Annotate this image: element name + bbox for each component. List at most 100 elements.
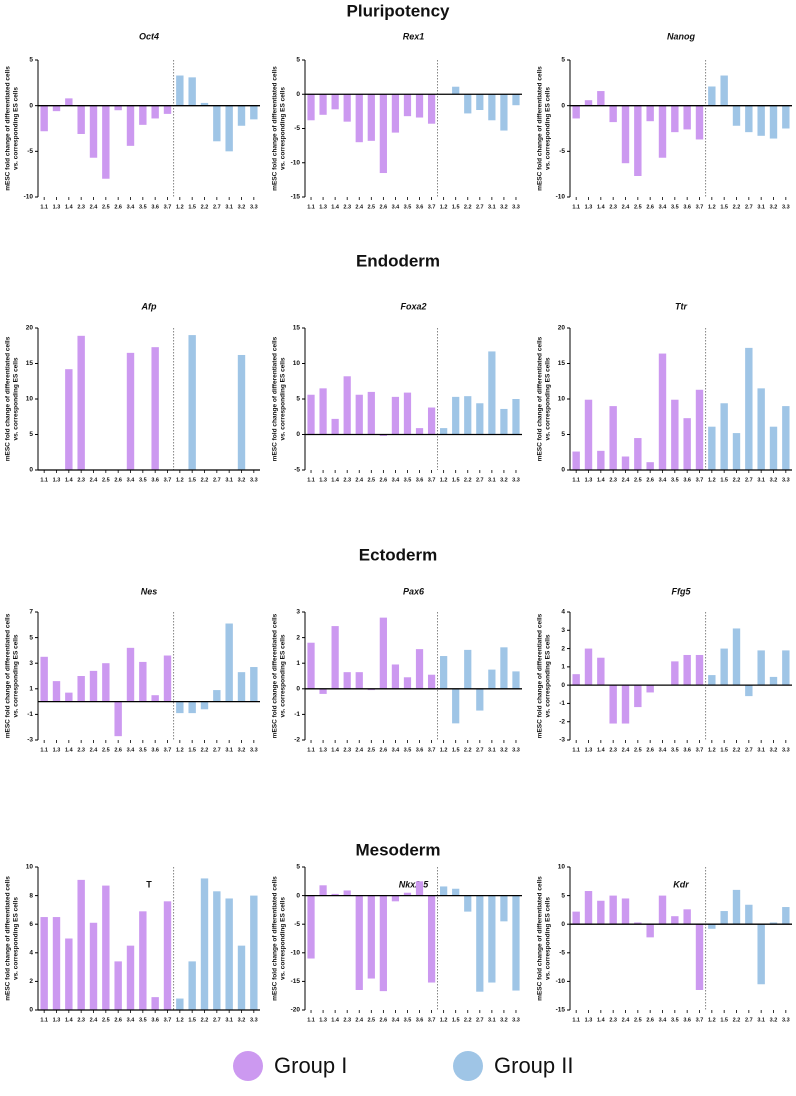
bar bbox=[757, 388, 765, 470]
bar bbox=[52, 917, 61, 1010]
y-tick-label: -3 bbox=[559, 737, 565, 744]
x-tick-label: 3.7 bbox=[164, 477, 172, 483]
bar bbox=[634, 105, 642, 176]
x-tick-label: 3.7 bbox=[164, 1017, 172, 1023]
x-tick-label: 2.2 bbox=[464, 204, 472, 210]
x-tick-label: 2.6 bbox=[646, 747, 654, 753]
bar bbox=[476, 403, 484, 435]
x-tick-label: 2.6 bbox=[646, 477, 654, 483]
chart-title: Nkx2-5 bbox=[399, 879, 430, 889]
bar bbox=[658, 895, 667, 925]
x-tick-label: 1.3 bbox=[53, 204, 61, 210]
bar bbox=[732, 105, 741, 126]
x-tick-label: 2.6 bbox=[114, 1017, 122, 1023]
bar bbox=[512, 399, 520, 435]
y-tick-label: 5 bbox=[561, 892, 565, 899]
bar bbox=[708, 86, 716, 106]
bar bbox=[379, 895, 387, 992]
x-tick-label: 2.7 bbox=[476, 1017, 484, 1023]
x-tick-label: 2.3 bbox=[343, 1017, 351, 1023]
x-tick-label: 3.3 bbox=[782, 747, 790, 753]
x-tick-label: 2.6 bbox=[114, 204, 122, 210]
bar bbox=[440, 428, 448, 435]
bar bbox=[646, 685, 654, 693]
bar bbox=[488, 351, 496, 435]
y-tick-label: 3 bbox=[561, 627, 565, 634]
x-tick-label: 2.7 bbox=[476, 747, 484, 753]
bar bbox=[237, 354, 246, 470]
x-tick-label: 1.4 bbox=[597, 204, 606, 210]
x-tick-label: 1.1 bbox=[572, 477, 580, 483]
x-tick-label: 3.1 bbox=[488, 204, 496, 210]
y-tick-label: 15 bbox=[293, 325, 301, 332]
y-axis-label: vs. corresponding ES cells bbox=[545, 87, 552, 170]
x-tick-label: 2.2 bbox=[733, 477, 741, 483]
x-tick-label: 2.3 bbox=[77, 747, 85, 753]
x-tick-label: 2.7 bbox=[476, 477, 484, 483]
y-tick-label: 0 bbox=[561, 921, 565, 928]
bar bbox=[695, 654, 704, 686]
bar bbox=[65, 98, 73, 106]
bar bbox=[355, 672, 363, 689]
y-tick-label: 1 bbox=[561, 664, 565, 671]
x-tick-label: 1.1 bbox=[572, 204, 580, 210]
x-tick-label: 2.3 bbox=[609, 747, 617, 753]
x-tick-label: 1.5 bbox=[188, 204, 196, 210]
bar bbox=[683, 105, 691, 130]
bar bbox=[782, 650, 790, 686]
bar bbox=[757, 924, 765, 985]
x-tick-label: 1.2 bbox=[440, 747, 448, 753]
x-tick-label: 2.6 bbox=[380, 204, 388, 210]
y-axis-label: mESC fold change of differentiated cells bbox=[537, 876, 544, 1001]
y-tick-label: 3 bbox=[296, 609, 300, 616]
x-tick-label: 1.3 bbox=[585, 477, 593, 483]
x-tick-label: 3.2 bbox=[500, 1017, 508, 1023]
bar bbox=[452, 86, 460, 95]
x-tick-label: 3.7 bbox=[164, 747, 172, 753]
x-tick-label: 2.6 bbox=[380, 1017, 388, 1023]
bar bbox=[512, 895, 520, 991]
bar bbox=[572, 451, 580, 470]
x-tick-label: 2.3 bbox=[609, 477, 617, 483]
y-tick-label: 0 bbox=[296, 431, 300, 438]
x-tick-label: 2.4 bbox=[355, 477, 364, 483]
x-tick-label: 1.1 bbox=[307, 204, 315, 210]
bar bbox=[597, 900, 605, 925]
y-axis-label: mESC fold change of differentiated cells bbox=[272, 613, 279, 738]
x-tick-label: 1.2 bbox=[176, 204, 184, 210]
bar bbox=[225, 105, 233, 152]
x-tick-label: 3.2 bbox=[770, 204, 778, 210]
x-tick-label: 1.3 bbox=[53, 1017, 61, 1023]
x-tick-label: 3.2 bbox=[238, 477, 246, 483]
x-tick-label: 2.3 bbox=[77, 477, 85, 483]
y-tick-label: 20 bbox=[558, 325, 566, 332]
bar bbox=[572, 911, 580, 925]
x-tick-label: 3.2 bbox=[238, 1017, 246, 1023]
x-tick-label: 3.1 bbox=[757, 747, 765, 753]
x-tick-label: 1.5 bbox=[188, 747, 196, 753]
x-tick-label: 3.1 bbox=[757, 204, 765, 210]
bar bbox=[769, 426, 778, 470]
y-tick-label: -5 bbox=[294, 921, 300, 928]
x-tick-label: 3.3 bbox=[512, 204, 520, 210]
x-tick-label: 3.7 bbox=[696, 1017, 704, 1023]
x-tick-label: 2.2 bbox=[733, 747, 741, 753]
x-tick-label: 1.2 bbox=[440, 1017, 448, 1023]
bar bbox=[621, 685, 630, 724]
y-tick-label: -20 bbox=[291, 1007, 301, 1014]
bar bbox=[77, 335, 85, 470]
x-tick-label: 2.5 bbox=[634, 204, 642, 210]
bar bbox=[476, 895, 484, 992]
x-tick-label: 3.4 bbox=[392, 1017, 401, 1023]
bar bbox=[621, 105, 630, 164]
y-tick-label: -10 bbox=[556, 978, 566, 985]
y-axis-label: vs. corresponding ES cells bbox=[545, 357, 552, 440]
bar bbox=[597, 91, 605, 106]
x-tick-label: 2.4 bbox=[622, 477, 631, 483]
x-tick-label: 2.2 bbox=[464, 477, 472, 483]
bar bbox=[646, 462, 654, 470]
y-tick-label: 5 bbox=[561, 57, 565, 64]
x-tick-label: 1.3 bbox=[585, 747, 593, 753]
x-tick-label: 1.1 bbox=[307, 1017, 315, 1023]
x-tick-label: 1.5 bbox=[452, 477, 460, 483]
